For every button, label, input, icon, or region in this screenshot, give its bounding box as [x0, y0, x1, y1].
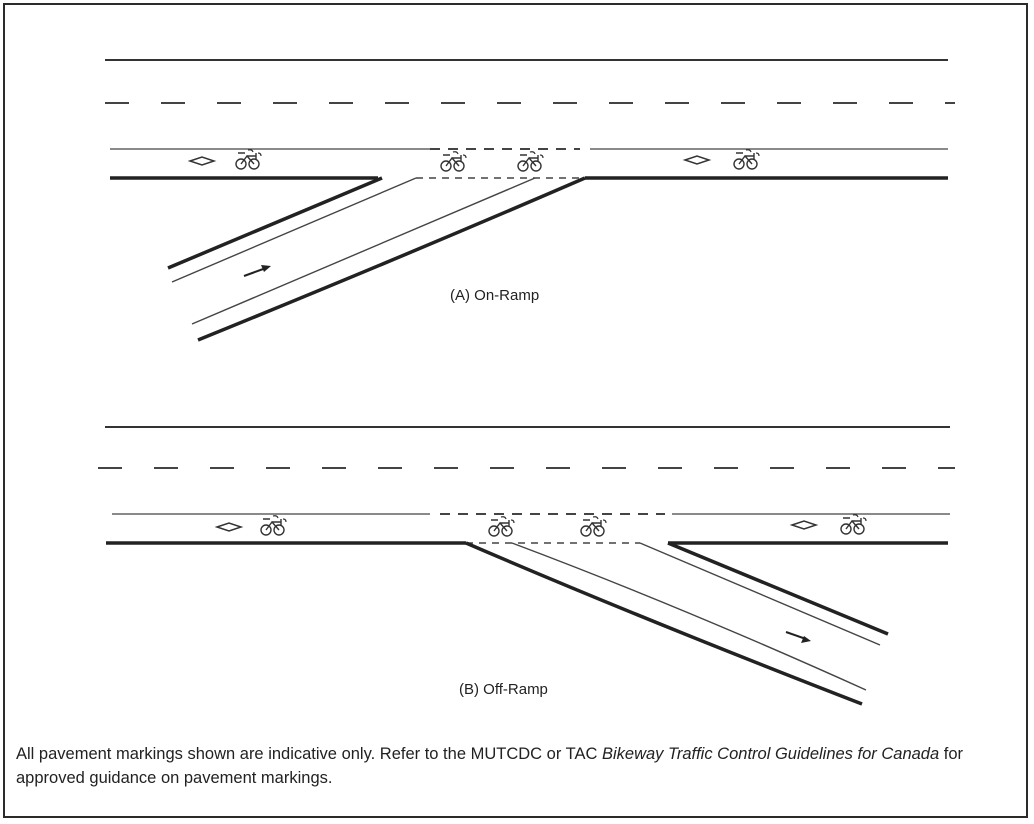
note-text: for approved guidance on pavement markin…	[16, 745, 963, 787]
on-ramp-caption: (A) On-Ramp	[450, 287, 539, 304]
figure-frame	[3, 3, 1028, 818]
diamond-icon	[684, 155, 710, 165]
bicycle-icon	[840, 514, 867, 535]
pavement-symbols	[189, 149, 760, 172]
diamond-icon	[791, 520, 817, 530]
off-ramp-panel: (B) Off-Ramp	[98, 426, 955, 706]
ramp-diagram: (A) On-Ramp	[98, 59, 955, 706]
note-text: All pavement markings shown are indicati…	[16, 745, 602, 763]
bicycle-icon	[235, 149, 262, 170]
diamond-icon	[189, 156, 215, 166]
bicycle-icon	[580, 516, 607, 537]
on-ramp-panel: (A) On-Ramp	[105, 59, 955, 342]
direction-arrow-icon	[243, 265, 271, 277]
diamond-icon	[216, 522, 242, 532]
pavement-symbols	[216, 514, 867, 537]
on-ramp-lines	[167, 176, 586, 342]
bicycle-icon	[517, 151, 544, 172]
off-ramp-lines	[465, 541, 889, 706]
bicycle-icon	[488, 516, 515, 537]
direction-arrow-icon	[785, 631, 811, 643]
bicycle-icon	[733, 149, 760, 170]
guidance-note: All pavement markings shown are indicati…	[16, 742, 1016, 790]
off-ramp-caption: (B) Off-Ramp	[459, 681, 548, 698]
bicycle-icon	[260, 515, 287, 536]
bicycle-icon	[440, 151, 467, 172]
note-guideline-title: Bikeway Traffic Control Guidelines for C…	[601, 745, 940, 763]
